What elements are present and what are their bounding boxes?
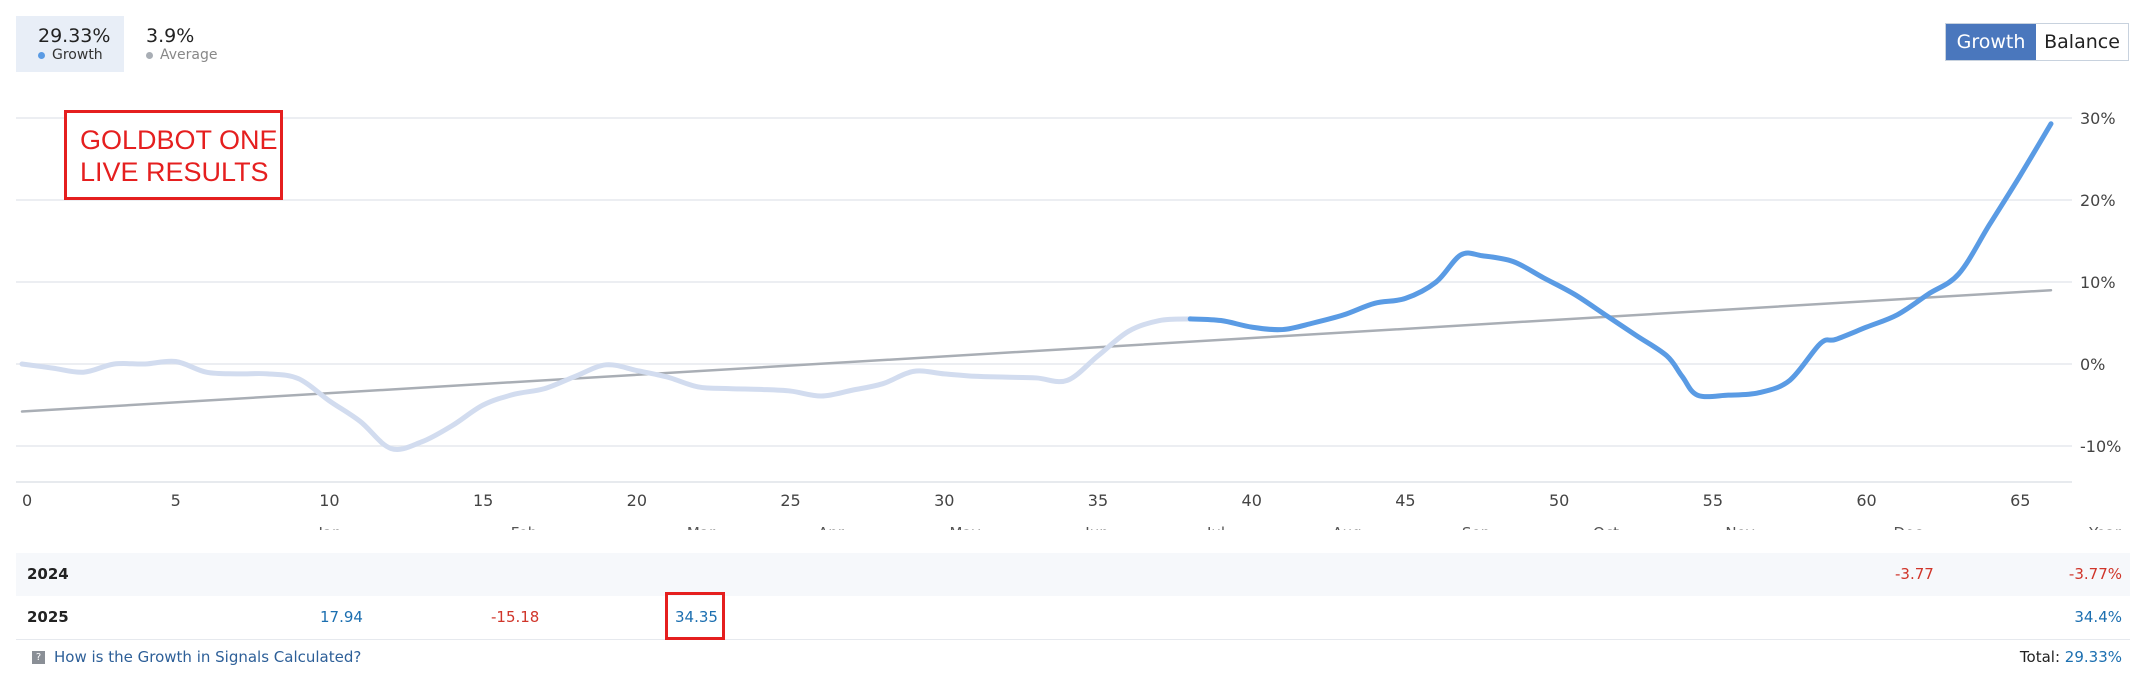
year-label-2024: 2024 (27, 565, 69, 583)
x-tick-label: 50 (1549, 491, 1569, 510)
month-label: Jan (317, 524, 341, 530)
total-label: Total: (2019, 648, 2061, 666)
growth-calculation-link[interactable]: ? How is the Growth in Signals Calculate… (32, 648, 361, 666)
x-tick-label: 55 (1703, 491, 1723, 510)
x-tick-label: 0 (22, 491, 32, 510)
month-label: May (949, 524, 980, 530)
month-label: Nov (1725, 524, 1754, 530)
x-tick-label: 60 (1856, 491, 1876, 510)
average-stat-tab[interactable]: 3.9% Average (124, 16, 234, 72)
year-label-2025: 2025 (27, 608, 69, 626)
x-tick-label: 10 (319, 491, 339, 510)
x-tick-label: 65 (2010, 491, 2030, 510)
month-label: Sep (1462, 524, 1490, 530)
growth-stat-value: 29.33% (38, 25, 111, 47)
cell-2024-total: -3.77% (2068, 565, 2122, 583)
average-trend-line (20, 288, 2053, 413)
month-label: Dec (1893, 524, 1922, 530)
table-row: 2025 17.94 -15.18 34.35 34.4% (16, 596, 2130, 640)
x-tick-label: 5 (171, 491, 181, 510)
month-label: Year (2088, 524, 2122, 530)
table-row: 2024 -3.77 -3.77% (16, 553, 2130, 596)
annotation-box: GOLDBOT ONE LIVE RESULTS (64, 110, 283, 200)
annotation-line-1: GOLDBOT ONE (80, 125, 278, 155)
x-tick-label: 25 (780, 491, 800, 510)
x-tick-label: 20 (627, 491, 647, 510)
month-label: Jul (1206, 524, 1225, 530)
month-label: Mar (687, 524, 716, 530)
growth-line (1187, 121, 2054, 400)
annotation-line-2: LIVE RESULTS (80, 157, 269, 187)
x-tick-label: 15 (473, 491, 493, 510)
month-label: Aug (1332, 524, 1361, 530)
growth-calculation-link-text: How is the Growth in Signals Calculated? (54, 648, 362, 666)
cell-2025-jan: 17.94 (320, 608, 363, 626)
y-tick-label: 30% (2080, 109, 2116, 128)
cell-2025-feb: -15.18 (491, 608, 540, 626)
info-icon: ? (32, 650, 45, 664)
x-tick-label: 35 (1088, 491, 1108, 510)
cell-2024-dec: -3.77 (1895, 565, 1934, 583)
total-value: 29.33% (2064, 648, 2122, 666)
balance-toggle-button[interactable]: Balance (2036, 24, 2128, 60)
growth-toggle-button[interactable]: Growth (1946, 24, 2036, 60)
x-tick-label: 30 (934, 491, 954, 510)
y-tick-label: 20% (2080, 191, 2116, 210)
cell-2025-mar: 34.35 (675, 608, 718, 626)
month-label: Apr (818, 524, 845, 530)
y-tick-label: 0% (2080, 355, 2105, 374)
mar-highlight-box (665, 592, 725, 640)
x-tick-label: 40 (1242, 491, 1262, 510)
growth-legend-dot-icon (38, 52, 45, 59)
average-stat-value: 3.9% (146, 25, 195, 47)
average-stat-label: Average (160, 47, 218, 63)
month-label: Jun (1084, 524, 1108, 530)
total-summary: Total: 29.33% (2020, 648, 2122, 666)
y-tick-label: 10% (2080, 273, 2116, 292)
growth-chart: 30% 20% 10% 0% -10% 0 5 10 15 20 25 30 35 40 45 50 55 60 6… (16, 109, 2122, 530)
cell-2025-total: 34.4% (2074, 608, 2122, 626)
x-tick-label: 45 (1395, 491, 1415, 510)
growth-stat-label: Growth (52, 47, 103, 63)
average-legend-dot-icon (146, 52, 153, 59)
month-label: Oct (1593, 524, 1619, 530)
growth-stat-tab[interactable]: 29.33% Growth (16, 16, 124, 72)
chart-mode-toggle: Growth Balance (1945, 23, 2129, 61)
history-growth-line (19, 316, 1193, 452)
y-tick-label: -10% (2080, 437, 2121, 456)
month-label: Feb (511, 524, 538, 530)
